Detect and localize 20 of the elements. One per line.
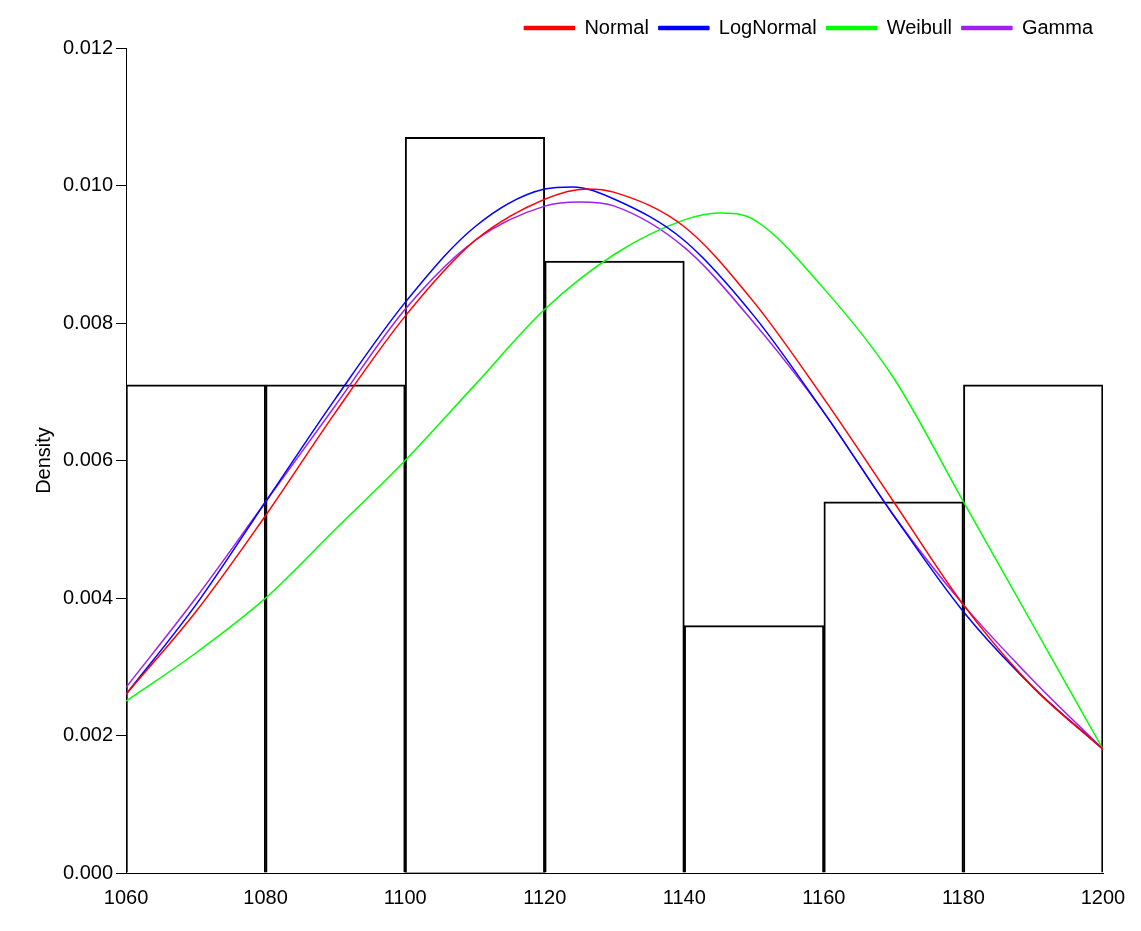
x-tick-label: 1200 bbox=[1080, 885, 1126, 908]
y-tick-label: 0.000 bbox=[62, 860, 114, 883]
y-tick-label: 0.012 bbox=[62, 35, 114, 58]
x-tick-label: 1160 bbox=[802, 885, 846, 908]
y-tick-label: 0.002 bbox=[62, 723, 114, 746]
x-tick-label: 1180 bbox=[941, 885, 985, 908]
y-tick-label: 0.010 bbox=[62, 173, 114, 196]
legend-label: Gamma bbox=[1021, 15, 1094, 38]
legend-label: Weibull bbox=[886, 15, 952, 38]
legend-label: LogNormal bbox=[718, 15, 817, 38]
x-tick-label: 1140 bbox=[662, 885, 706, 908]
legend-label: Normal bbox=[584, 15, 649, 38]
y-axis-title: Density bbox=[31, 427, 54, 494]
x-tick-label: 1120 bbox=[523, 885, 567, 908]
x-tick-label: 1080 bbox=[243, 885, 288, 908]
y-tick-label: 0.004 bbox=[62, 585, 114, 608]
x-tick-label: 1100 bbox=[383, 885, 427, 908]
y-tick-label: 0.008 bbox=[62, 310, 114, 333]
x-tick-label: 1060 bbox=[103, 885, 149, 908]
y-tick-label: 0.006 bbox=[62, 448, 114, 471]
